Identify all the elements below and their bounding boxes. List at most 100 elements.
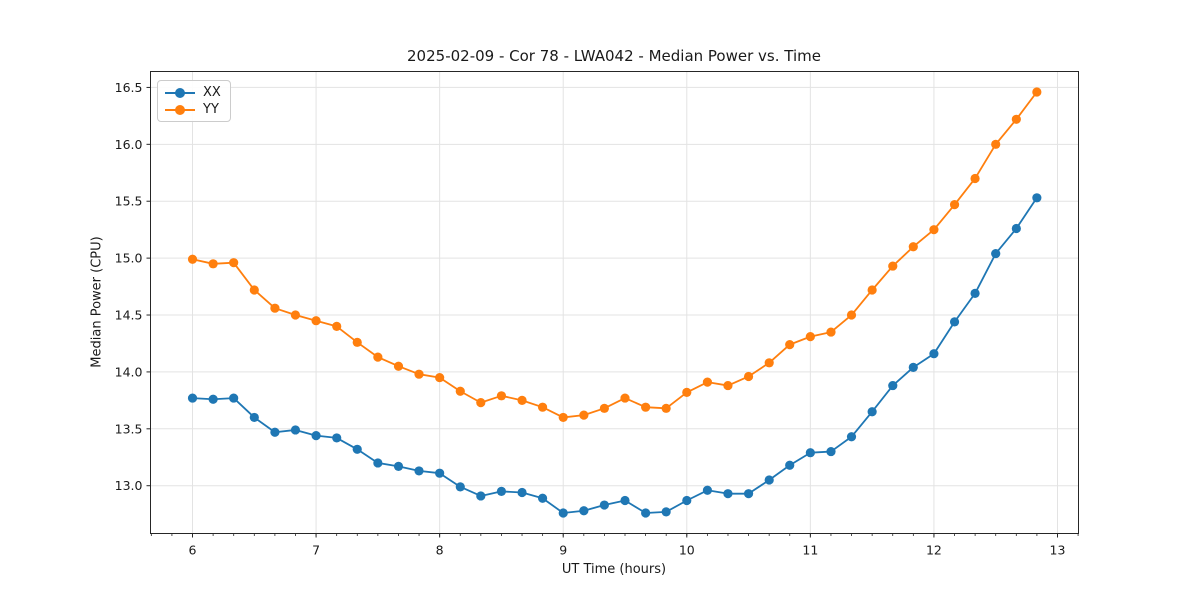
series-YY-point bbox=[187, 254, 198, 264]
series-XX-point bbox=[991, 248, 1001, 259]
legend-item-XX: XX bbox=[165, 84, 221, 101]
series-XX-point bbox=[929, 349, 939, 359]
series-XX-point bbox=[867, 407, 877, 417]
series-YY-point bbox=[764, 358, 774, 368]
series-YY-point bbox=[1032, 87, 1042, 97]
series-XX-point bbox=[764, 475, 774, 485]
x-tick-label: 13 bbox=[1050, 543, 1066, 558]
series-YY-point bbox=[393, 361, 404, 371]
series-YY-point bbox=[661, 403, 671, 413]
series-XX-point bbox=[373, 458, 383, 468]
series-YY-point bbox=[702, 377, 713, 387]
series-YY-point bbox=[352, 337, 362, 347]
series-YY-point bbox=[414, 369, 424, 379]
x-tick-label: 11 bbox=[802, 543, 818, 558]
series-YY-point bbox=[949, 200, 960, 210]
series-YY-point bbox=[682, 387, 692, 397]
series-YY-point bbox=[435, 373, 445, 383]
series-XX-point bbox=[352, 444, 362, 454]
series-YY-point bbox=[970, 173, 980, 184]
y-tick-label: 13.0 bbox=[115, 478, 143, 493]
series-YY-point bbox=[229, 258, 239, 268]
series-XX-point bbox=[682, 495, 692, 506]
y-tick-label: 15.5 bbox=[115, 194, 143, 209]
x-axis-label: UT Time (hours) bbox=[561, 562, 667, 577]
series-XX-point bbox=[970, 288, 980, 298]
series-XX-point bbox=[785, 460, 795, 470]
series-XX-point bbox=[249, 412, 259, 423]
series-XX-point bbox=[641, 508, 651, 518]
plot-border bbox=[150, 71, 1079, 534]
series-YY-point bbox=[826, 327, 836, 337]
series-XX-point bbox=[723, 489, 733, 499]
series-YY-point bbox=[620, 393, 630, 403]
series-YY-point bbox=[579, 410, 589, 420]
series-YY-point bbox=[558, 412, 568, 423]
series-YY-point bbox=[476, 398, 486, 408]
series-YY-point bbox=[723, 380, 733, 391]
legend-label: YY bbox=[203, 102, 219, 117]
series-XX-point bbox=[743, 489, 754, 499]
series-YY-point bbox=[1011, 114, 1021, 124]
x-tick-label: 7 bbox=[312, 543, 320, 558]
series-XX-point bbox=[290, 425, 301, 435]
series-YY-point bbox=[846, 310, 857, 320]
x-tick-label: 8 bbox=[436, 543, 444, 558]
series-YY-point bbox=[517, 395, 527, 405]
series-YY-point bbox=[332, 321, 342, 331]
series-YY-point bbox=[208, 259, 218, 269]
series-YY-point bbox=[888, 261, 898, 271]
series-YY-point bbox=[496, 391, 507, 401]
series-YY-point bbox=[991, 139, 1001, 149]
series-XX-point bbox=[393, 461, 404, 471]
series-YY-point bbox=[249, 285, 259, 295]
series-XX-point bbox=[599, 500, 609, 510]
series-YY-point bbox=[373, 352, 383, 362]
series-XX-point bbox=[435, 468, 445, 478]
legend-marker-icon bbox=[165, 87, 195, 98]
series-YY-point bbox=[599, 403, 609, 413]
series-YY-point bbox=[270, 303, 280, 313]
series-XX-point bbox=[1011, 223, 1021, 234]
series-XX-point bbox=[229, 393, 239, 403]
y-tick-label: 16.5 bbox=[115, 80, 143, 95]
series-YY-point bbox=[641, 402, 651, 412]
series-XX-point bbox=[558, 508, 568, 518]
y-tick-label: 16.0 bbox=[115, 137, 143, 152]
series-XX-point bbox=[620, 495, 630, 506]
y-axis-label-text: Median Power (CPU) bbox=[89, 236, 105, 368]
series-XX-point bbox=[414, 466, 424, 476]
series-XX-point bbox=[661, 507, 671, 517]
series-XX-point bbox=[826, 446, 836, 457]
legend-marker-icon bbox=[165, 104, 195, 115]
x-tick-label: 6 bbox=[189, 543, 197, 558]
series-XX-point bbox=[846, 432, 857, 442]
series-XX-point bbox=[702, 485, 713, 495]
series-XX-point bbox=[908, 362, 918, 372]
x-tick-label: 12 bbox=[926, 543, 942, 558]
series-XX-point bbox=[455, 482, 465, 492]
series-XX-point bbox=[888, 380, 898, 391]
series-XX-point bbox=[476, 491, 486, 501]
series-YY-point bbox=[537, 402, 548, 412]
series-XX-point bbox=[311, 431, 321, 441]
x-tick-label: 9 bbox=[559, 543, 567, 558]
series-XX-point bbox=[517, 487, 527, 498]
y-tick-label: 13.5 bbox=[115, 421, 143, 436]
legend: XX YY bbox=[157, 80, 231, 122]
chart-title: 2025-02-09 - Cor 78 - LWA042 - Median Po… bbox=[407, 47, 821, 65]
series-YY-point bbox=[908, 242, 918, 252]
series-YY-point bbox=[785, 340, 795, 350]
x-tick-label: 10 bbox=[679, 543, 695, 558]
series-XX-point bbox=[496, 486, 507, 496]
series-XX-point bbox=[949, 317, 960, 327]
series-YY-point bbox=[805, 332, 815, 342]
series-XX-point bbox=[332, 433, 342, 443]
y-tick-label: 14.0 bbox=[115, 364, 143, 379]
series-YY-point bbox=[743, 371, 754, 382]
series-YY-point bbox=[867, 285, 877, 295]
legend-item-YY: YY bbox=[165, 101, 221, 118]
series-XX-point bbox=[208, 394, 218, 404]
